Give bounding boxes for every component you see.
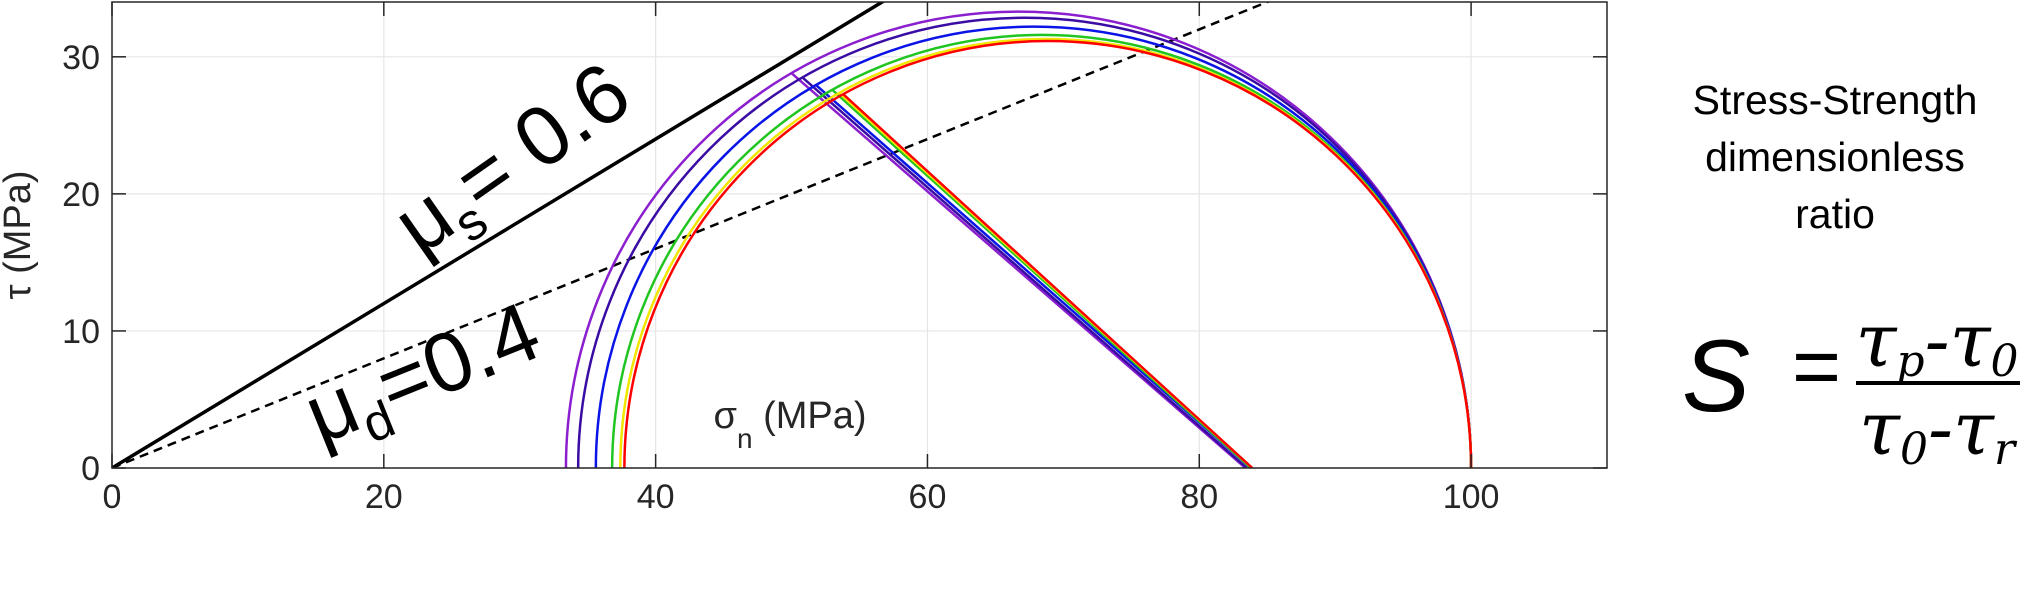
den-tau-r: τ [1952, 386, 1994, 472]
num-sub-p: p [1896, 336, 1925, 387]
mohr-circle [564, 10, 1473, 468]
x-tick-label: 0 [103, 478, 122, 516]
num-minus: - [1924, 298, 1950, 384]
num-sub-0: 0 [1990, 336, 2019, 387]
dynamic-friction-label: μd=0.4 [292, 283, 557, 472]
x-tick-label: 20 [365, 478, 403, 516]
fraction-bar [1856, 381, 2020, 385]
static-friction-label: μs= 0.6 [376, 44, 653, 282]
x-tick-label: 40 [637, 478, 675, 516]
y-tick-label: 10 [62, 313, 100, 351]
x-axis-label-units: (MPa) [753, 395, 867, 437]
title-line-3: ratio [1795, 191, 1875, 237]
formula-lhs: S [1682, 319, 1751, 433]
formula-fraction: τp-τ0 τ0-τr [1854, 298, 2020, 475]
y-axis-label: τ (MPa) [0, 170, 39, 299]
formula-numerator: τp-τ0 [1854, 298, 2020, 387]
formula-equals: = [1792, 319, 1842, 413]
stress-strength-formula: S = τp-τ0 τ0-τr [1682, 298, 2020, 475]
dynamic-friction-value: =0.4 [363, 283, 552, 432]
y-tick-label: 20 [62, 176, 100, 214]
mohr-circle [610, 34, 1473, 468]
x-axis-label: σn (MPa) [713, 395, 866, 454]
num-tau-0: τ [1949, 298, 1991, 384]
num-tau-p: τ [1855, 298, 1897, 384]
mohr-circle [576, 16, 1473, 468]
stress-strength-title: Stress-Strength dimensionless ratio [1650, 72, 2020, 243]
y-tick-label: 30 [62, 39, 100, 77]
den-minus: - [1927, 386, 1953, 472]
y-tick-label: 0 [81, 450, 100, 488]
title-line-1: Stress-Strength [1692, 77, 1978, 123]
den-tau-0: τ [1859, 386, 1900, 472]
x-axis-label-sub: n [737, 423, 753, 454]
x-tick-label: 80 [1180, 478, 1218, 516]
friction-line-static [112, 2, 886, 468]
mohr-radius-line [790, 72, 1247, 468]
x-axis-label-main: σ [713, 395, 736, 437]
x-tick-label: 100 [1443, 478, 1500, 516]
mohr-circle-chart: 0 20 40 60 80 100 0 10 20 30 σn (MPa) τ (MPa) μs=… [0, 1, 1608, 516]
mohr-radius-line [842, 93, 1254, 468]
mohr-radius-line [801, 76, 1248, 468]
title-line-2: dimensionless [1705, 134, 1965, 180]
den-sub-0: 0 [1899, 424, 1928, 475]
plot-curves [112, 2, 1473, 468]
den-sub-r: r [1993, 424, 2015, 475]
mohr-circle [623, 40, 1473, 468]
formula-denominator: τ0-τr [1854, 386, 2020, 475]
axis-ticks: 0 20 40 60 80 100 0 10 20 30 [62, 2, 1607, 516]
plot-frame [111, 1, 1608, 469]
x-tick-label: 60 [909, 478, 947, 516]
